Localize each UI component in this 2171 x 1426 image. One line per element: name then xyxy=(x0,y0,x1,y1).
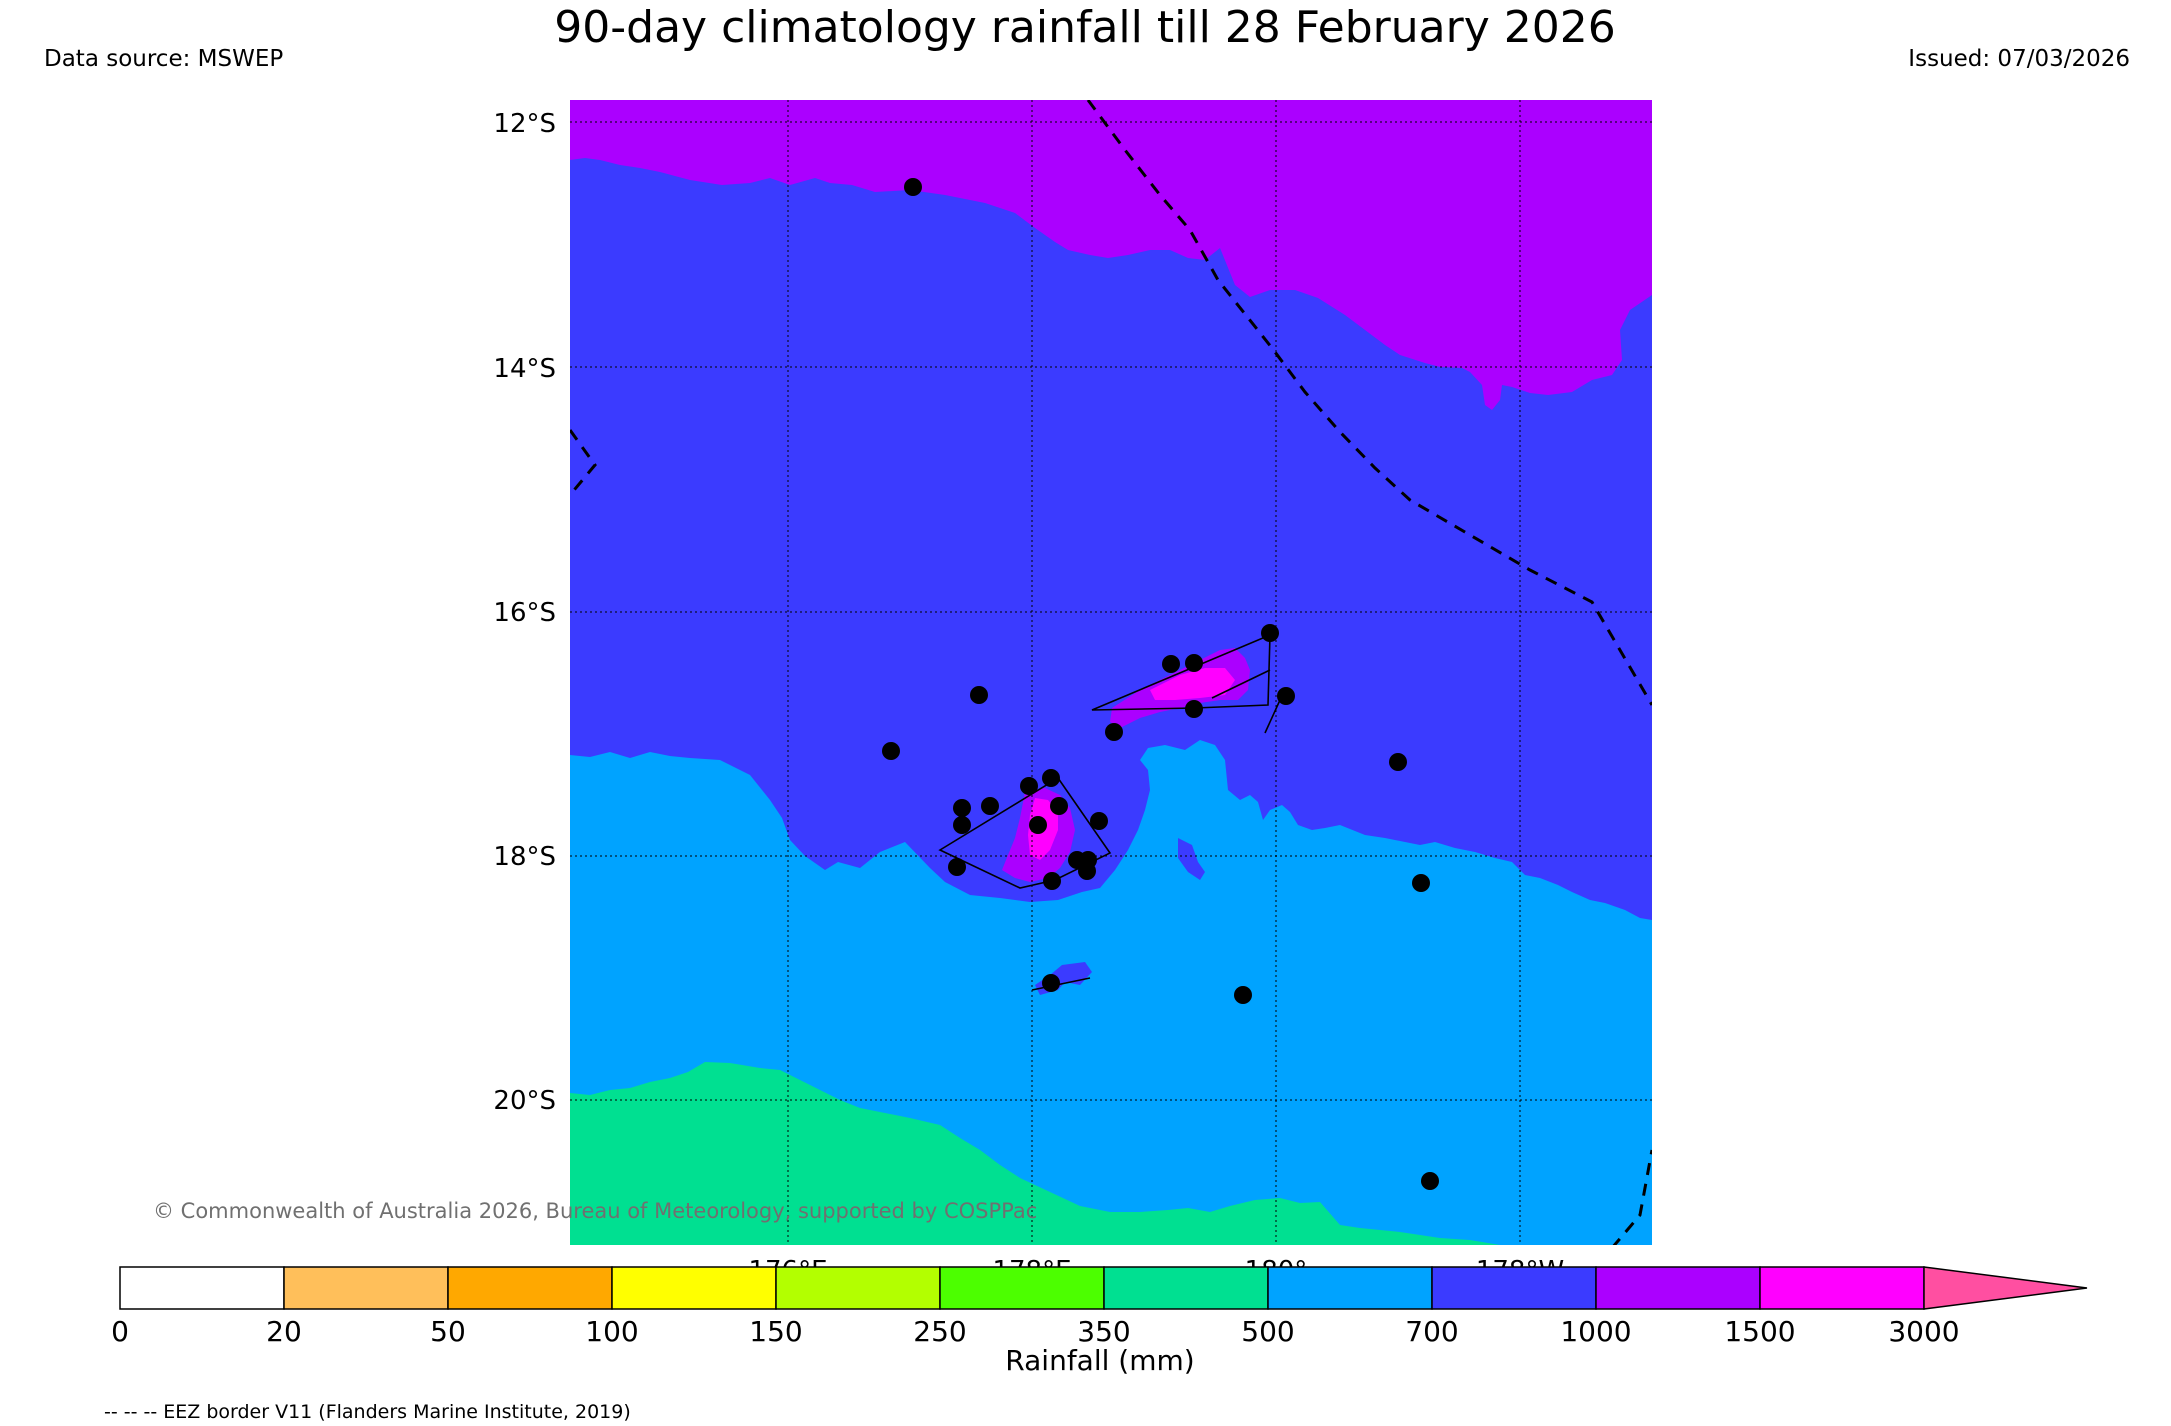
colorbar-tick-label: 150 xyxy=(749,1315,802,1348)
colorbar-extend-arrow xyxy=(1923,1266,2088,1310)
colorbar-tick-label: 3000 xyxy=(1888,1315,1959,1348)
colorbar-segment xyxy=(283,1266,449,1310)
colorbar-segment xyxy=(1103,1266,1269,1310)
colorbar-segment xyxy=(447,1266,613,1310)
colorbar-tick-label: 700 xyxy=(1405,1315,1458,1348)
map-gridlines xyxy=(570,100,1652,1245)
map-panel xyxy=(570,100,1652,1245)
colorbar-segment xyxy=(1431,1266,1597,1310)
lat-label-12s: 12°S xyxy=(493,109,556,139)
colorbar-tick-label: 500 xyxy=(1241,1315,1294,1348)
colorbar-segment xyxy=(775,1266,941,1310)
eez-legend-note: -- -- -- EEZ border V11 (Flanders Marine… xyxy=(104,1401,631,1423)
colorbar-tick-label: 1000 xyxy=(1560,1315,1631,1348)
eez-borders xyxy=(570,100,1652,1245)
colorbar-tick-label: 0 xyxy=(111,1315,129,1348)
colorbar-segment xyxy=(1267,1266,1433,1310)
colorbar-segment xyxy=(611,1266,777,1310)
colorbar-segment xyxy=(939,1266,1105,1310)
colorbar-tick-label: 1500 xyxy=(1724,1315,1795,1348)
lat-label-18s: 18°S xyxy=(493,842,556,872)
lat-label-20s: 20°S xyxy=(493,1086,556,1116)
colorbar: 0 20 50 100 150 250 350 500 700 1000 1500 3000 xyxy=(111,1266,2088,1348)
lat-label-14s: 14°S xyxy=(493,354,556,384)
colorbar-tick-label: 250 xyxy=(913,1315,966,1348)
colorbar-tick-label: 50 xyxy=(430,1315,466,1348)
colorbar-segment xyxy=(1595,1266,1761,1310)
lat-label-16s: 16°S xyxy=(493,598,556,628)
colorbar-tick-label: 350 xyxy=(1077,1315,1130,1348)
rainfall-region-700-1000-south-island-a xyxy=(1178,838,1205,880)
colorbar-title: Rainfall (mm) xyxy=(1005,1344,1194,1377)
data-source-label: Data source: MSWEP xyxy=(44,46,283,72)
rainfall-region-350-500 xyxy=(570,1062,1500,1245)
colorbar-segment xyxy=(1759,1266,1925,1310)
rainfall-region-1000-1500-north xyxy=(570,100,1652,410)
rainfall-region-1500-3000-vanua-levu xyxy=(1150,668,1235,700)
issued-date-label: Issued: 07/03/2026 xyxy=(1908,46,2130,72)
map-title: 90-day climatology rainfall till 28 Febr… xyxy=(554,2,1615,53)
copyright-note: © Commonwealth of Australia 2026, Bureau… xyxy=(153,1199,1037,1223)
colorbar-tick-label: 20 xyxy=(266,1315,302,1348)
station-markers xyxy=(882,178,1439,1190)
colorbar-tick-label: 100 xyxy=(585,1315,638,1348)
colorbar-segment xyxy=(119,1266,285,1310)
